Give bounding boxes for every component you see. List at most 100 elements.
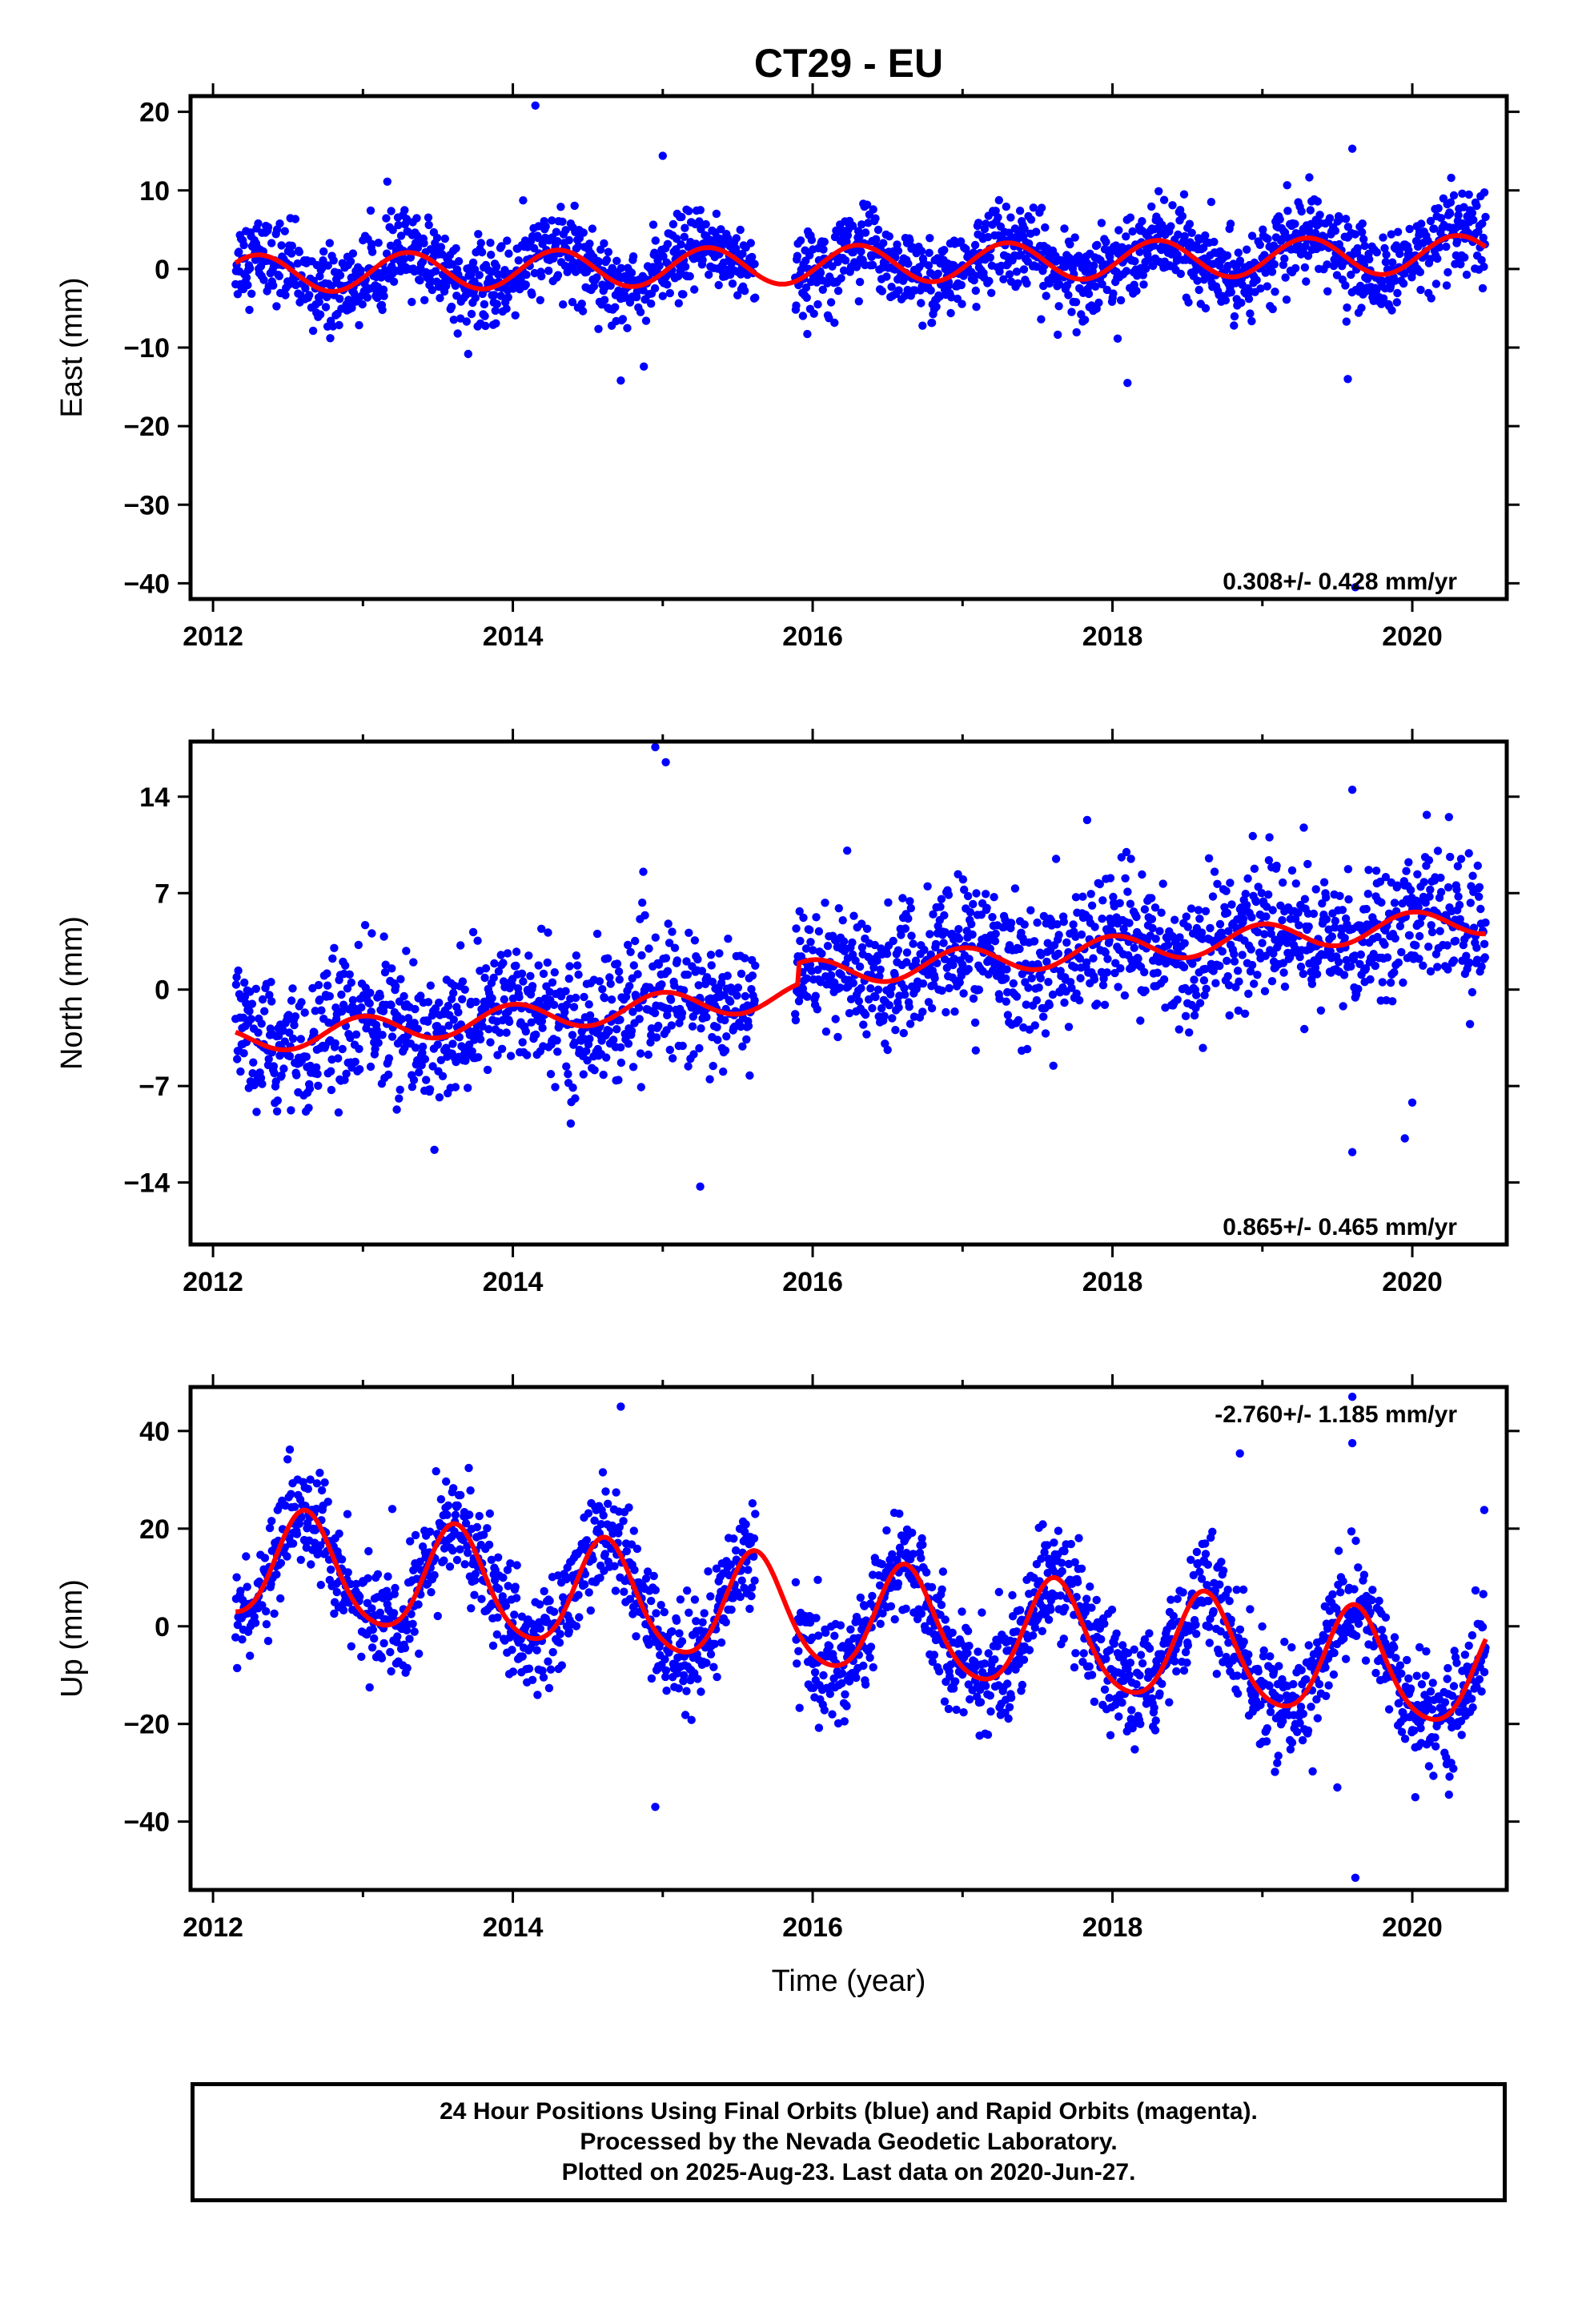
north-point <box>747 985 756 994</box>
up-point <box>548 1647 557 1657</box>
east-point <box>396 231 406 240</box>
east-point <box>972 303 981 312</box>
north-point <box>1455 900 1464 910</box>
up-point <box>504 1582 512 1590</box>
east-point <box>1261 268 1270 277</box>
up-point <box>580 1580 589 1589</box>
east-point <box>275 219 284 228</box>
north-point <box>602 1053 611 1062</box>
north-point <box>1283 939 1291 947</box>
east-point <box>329 256 338 265</box>
north-point <box>585 1011 595 1020</box>
east-y-tick-label: −20 <box>123 412 170 442</box>
east-point <box>287 249 296 258</box>
north-point <box>1405 931 1414 940</box>
north-point <box>1098 896 1107 905</box>
north-point <box>582 1047 591 1055</box>
east-point <box>956 237 966 246</box>
east-point <box>650 248 659 257</box>
up-point <box>456 1545 464 1554</box>
north-point <box>634 1003 644 1012</box>
up-point <box>270 1609 279 1618</box>
north-point <box>657 980 666 989</box>
east-point <box>1116 296 1126 305</box>
east-point <box>325 239 334 247</box>
north-point <box>1002 974 1010 983</box>
north-point <box>960 885 969 895</box>
up-point <box>405 1634 414 1643</box>
east-point <box>1353 243 1362 253</box>
east-point <box>454 257 464 266</box>
east-point <box>295 247 303 256</box>
north-point <box>433 1040 442 1049</box>
north-point <box>883 1045 892 1055</box>
up-point <box>379 1638 388 1648</box>
north-point <box>366 1062 375 1072</box>
north-point <box>862 924 872 934</box>
east-point <box>1446 209 1455 218</box>
north-point <box>1311 885 1320 894</box>
east-point <box>604 247 613 256</box>
east-point <box>413 243 423 252</box>
east-point <box>681 223 689 232</box>
north-point <box>705 1075 714 1084</box>
north-point <box>1224 927 1233 936</box>
up-point <box>330 1609 339 1618</box>
east-point <box>893 247 903 255</box>
north-point <box>313 1069 322 1079</box>
east-point <box>628 252 638 261</box>
north-point <box>590 1066 599 1075</box>
east-point <box>492 319 500 328</box>
east-point <box>1305 173 1314 182</box>
east-y-axis-label: East (mm) <box>55 277 89 417</box>
east-point <box>1064 291 1073 300</box>
north-point <box>331 1003 340 1012</box>
north-point <box>745 1071 754 1080</box>
north-point <box>1414 903 1423 912</box>
north-point <box>497 1044 507 1054</box>
up-point <box>367 1604 376 1613</box>
north-point <box>900 983 909 993</box>
east-point <box>1315 211 1324 219</box>
north-outlier-point <box>661 758 670 766</box>
east-point <box>1341 215 1351 223</box>
east-point <box>904 259 913 268</box>
east-point <box>243 280 252 290</box>
east-point <box>588 224 597 233</box>
up-point <box>662 1687 671 1695</box>
north-point <box>1465 958 1474 967</box>
north-point <box>1342 955 1351 965</box>
east-point <box>1255 240 1265 249</box>
north-point <box>1095 879 1105 889</box>
east-point <box>1142 264 1150 273</box>
east-point <box>1447 173 1456 183</box>
north-point <box>1223 956 1231 966</box>
north-point <box>1032 995 1042 1005</box>
east-point <box>872 235 881 243</box>
east-point <box>672 234 681 243</box>
north-point <box>1071 893 1081 902</box>
east-point <box>932 302 941 312</box>
north-point <box>1436 873 1445 883</box>
up-point <box>386 1647 395 1657</box>
east-point <box>1291 219 1299 228</box>
east-point <box>242 273 251 282</box>
up-point <box>528 1675 537 1684</box>
up-point <box>549 1607 559 1616</box>
north-point <box>607 995 616 1004</box>
east-point <box>504 249 513 258</box>
up-point <box>681 1711 690 1719</box>
east-point <box>917 247 926 255</box>
east-point <box>367 239 376 248</box>
up-point <box>736 1592 745 1602</box>
east-point <box>564 235 573 245</box>
east-point <box>1126 213 1135 222</box>
east-point <box>602 255 612 264</box>
up-point <box>265 1523 275 1533</box>
east-point <box>1122 267 1131 275</box>
north-point <box>670 981 679 990</box>
east-point <box>1379 233 1387 242</box>
up-point <box>737 1576 746 1585</box>
up-point <box>368 1625 377 1634</box>
east-point <box>1006 213 1015 222</box>
